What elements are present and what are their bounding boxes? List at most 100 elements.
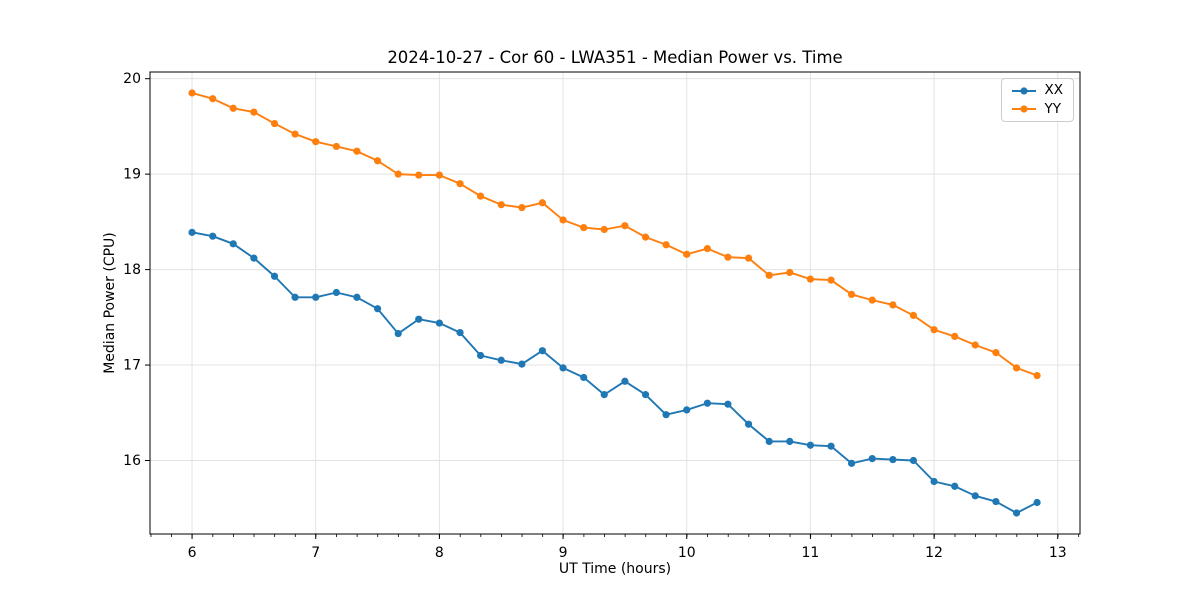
data-point	[332, 142, 340, 151]
data-point	[518, 360, 526, 368]
data-point	[786, 437, 794, 446]
data-point	[373, 305, 382, 313]
series-yy-markers	[188, 89, 1041, 380]
series-yy-line	[191, 92, 1038, 377]
data-point	[1012, 509, 1021, 517]
data-point	[497, 356, 505, 364]
data-point	[847, 290, 856, 299]
chart-title: 2024-10-27 - Cor 60 - LWA351 - Median Po…	[387, 48, 843, 67]
data-point	[353, 147, 361, 155]
data-point	[1033, 371, 1041, 380]
data-point	[889, 301, 897, 309]
x-tick-label: 7	[311, 545, 320, 561]
legend-line-marker-icon	[1011, 87, 1036, 95]
data-point	[600, 225, 608, 234]
data-point	[765, 271, 773, 279]
data-point	[229, 240, 237, 248]
data-point	[951, 332, 959, 341]
data-point	[992, 497, 1000, 506]
data-point	[291, 130, 299, 138]
data-point	[209, 232, 217, 240]
data-point	[724, 253, 732, 261]
data-point	[600, 391, 608, 399]
data-point	[270, 272, 279, 280]
data-point	[1012, 364, 1021, 372]
data-point	[641, 233, 650, 241]
data-point	[786, 268, 794, 277]
data-point	[847, 459, 856, 467]
data-point	[332, 288, 340, 297]
data-point	[971, 492, 979, 500]
data-point	[868, 454, 876, 463]
data-point	[476, 192, 485, 200]
data-point	[703, 399, 711, 407]
data-point	[621, 222, 629, 230]
y-tick-label: 16	[123, 453, 141, 469]
x-tick-label: 8	[435, 545, 444, 561]
data-point	[744, 254, 753, 262]
data-point	[209, 95, 217, 103]
x-tick-label: 12	[925, 545, 943, 561]
x-tick-label: 6	[188, 545, 197, 561]
data-point	[291, 293, 299, 301]
data-point	[538, 347, 547, 355]
legend-item-xx: XX	[1011, 82, 1064, 98]
y-tick-label: 20	[123, 71, 141, 87]
data-point	[909, 456, 918, 465]
x-tick-label: 11	[801, 545, 819, 561]
data-point	[188, 89, 196, 97]
data-point	[909, 311, 918, 320]
data-point	[868, 296, 876, 304]
data-point	[518, 203, 526, 212]
series-xx-line	[191, 231, 1038, 514]
data-point	[621, 377, 629, 385]
data-point	[662, 411, 670, 419]
data-point	[497, 201, 505, 209]
x-tick-label: 9	[559, 545, 568, 561]
data-point	[641, 391, 650, 399]
y-tick-label: 17	[123, 358, 141, 374]
data-point	[662, 241, 670, 249]
data-point	[312, 293, 320, 301]
data-point	[806, 441, 814, 449]
data-point	[580, 373, 588, 382]
data-point	[992, 349, 1000, 357]
data-point	[353, 293, 361, 301]
x-tick-label: 13	[1049, 545, 1067, 561]
data-point	[683, 406, 691, 414]
data-point	[765, 437, 773, 446]
data-point	[724, 400, 732, 408]
data-point	[580, 223, 588, 232]
data-point	[250, 254, 258, 262]
data-point	[703, 244, 711, 253]
legend-label: XX	[1044, 82, 1064, 98]
data-point	[270, 119, 279, 128]
data-point	[373, 157, 382, 165]
y-tick-label: 19	[123, 167, 141, 183]
data-point	[435, 319, 443, 327]
data-point	[394, 329, 402, 338]
data-point	[559, 364, 567, 372]
data-point	[476, 351, 485, 360]
x-axis-label: UT Time (hours)	[558, 561, 672, 577]
data-point	[827, 276, 835, 284]
y-tick-label: 18	[123, 262, 141, 278]
data-point	[415, 171, 423, 179]
data-point	[538, 199, 547, 207]
data-point	[456, 180, 464, 188]
data-point	[930, 326, 938, 334]
series-xx-markers	[188, 228, 1041, 517]
data-point	[951, 482, 959, 490]
data-point	[1033, 498, 1041, 507]
axes-box	[149, 71, 1081, 535]
data-point	[827, 442, 835, 450]
data-point	[312, 138, 320, 146]
data-point	[744, 420, 753, 428]
legend: XX YY	[1000, 78, 1074, 122]
data-point	[435, 171, 443, 179]
data-point	[188, 228, 196, 236]
data-point	[415, 315, 423, 323]
data-point	[250, 108, 258, 116]
